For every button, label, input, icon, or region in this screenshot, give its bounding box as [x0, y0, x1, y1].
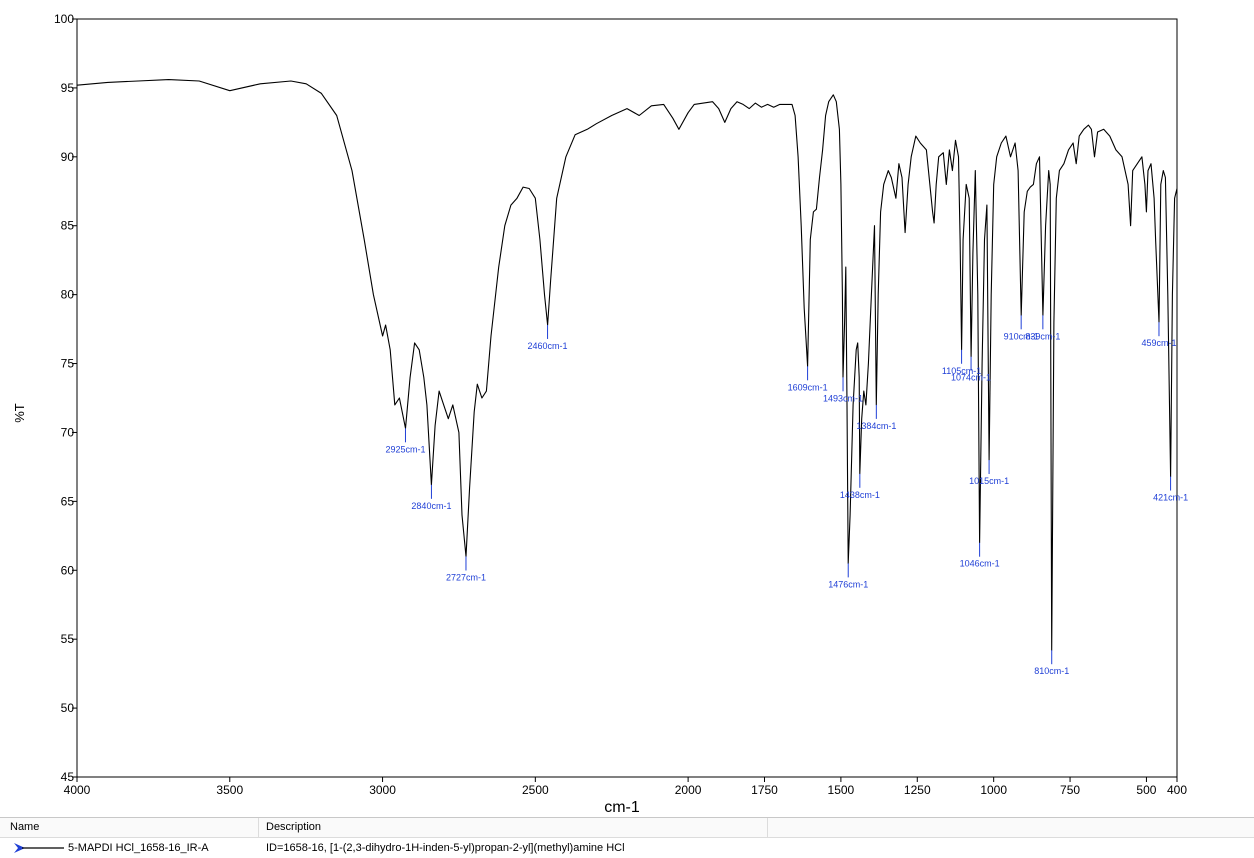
x-tick-label: 400	[1167, 783, 1187, 797]
peak-label: 1046cm-1	[960, 559, 1000, 569]
x-tick-label: 3000	[369, 783, 396, 797]
peak-label: 2460cm-1	[528, 341, 568, 351]
y-tick-label: 55	[61, 632, 75, 646]
peak-label: 2925cm-1	[385, 444, 425, 454]
spectra-table-row[interactable]: 5-MAPDI HCl_1658-16_IR-A ID=1658-16, [1-…	[0, 838, 1254, 858]
x-axis-title: cm-1	[604, 799, 640, 816]
y-tick-label: 70	[61, 425, 75, 439]
peak-label: 910cm-1	[1004, 331, 1039, 341]
x-tick-label: 1000	[980, 783, 1007, 797]
peak-label: 2840cm-1	[411, 501, 451, 511]
series-name: 5-MAPDI HCl_1658-16_IR-A	[68, 842, 209, 854]
peak-label: 1476cm-1	[828, 579, 868, 589]
peak-annotations: 2925cm-1 2840cm-1 2727cm-1 2460cm-1 1609cm-1…	[385, 315, 1188, 676]
peak-label: 1105cm-1	[942, 366, 981, 376]
peak-label: 2727cm-1	[446, 572, 486, 582]
peak-label: 1609cm-1	[788, 382, 828, 392]
y-tick-label: 85	[61, 219, 75, 233]
column-divider[interactable]	[258, 818, 259, 837]
x-tick-label: 1250	[904, 783, 931, 797]
peak-label: 421cm-1	[1153, 493, 1188, 503]
peak-label: 1438cm-1	[840, 490, 880, 500]
spectra-table: Name Description 5-MAPDI HCl_1658-16_IR-…	[0, 817, 1254, 858]
peak-label: 1074cm-1	[951, 373, 991, 383]
y-axis-title: %T	[12, 403, 27, 423]
name-column-header[interactable]: Name	[10, 821, 40, 833]
chart-ticks: 4000 3500 3000 2500 2000 1750 1500 1250 1000 750 5…	[54, 12, 1187, 797]
peak-label: 1015cm-1	[969, 476, 1009, 486]
x-tick-label: 4000	[64, 783, 91, 797]
chart-axes	[76, 18, 1178, 778]
description-column-header[interactable]: Description	[266, 821, 322, 833]
x-tick-label: 2500	[522, 783, 549, 797]
peak-label: 810cm-1	[1034, 666, 1069, 676]
y-tick-label: 65	[61, 494, 75, 508]
x-tick-label: 1500	[828, 783, 855, 797]
x-tick-label: 750	[1060, 783, 1080, 797]
x-tick-label: 3500	[216, 783, 243, 797]
x-tick-label: 500	[1136, 783, 1156, 797]
series-description: ID=1658-16, [1-(2,3-dihydro-1H-inden-5-y…	[266, 842, 625, 854]
y-tick-label: 80	[61, 288, 75, 302]
ir-spectrum-chart: 4000 3500 3000 2500 2000 1750 1500 1250 1000 750 5…	[12, 12, 1188, 816]
series-marker-icon	[14, 843, 64, 853]
column-divider[interactable]	[767, 818, 768, 837]
x-tick-label: 2000	[675, 783, 702, 797]
y-tick-label: 50	[61, 701, 75, 715]
y-tick-label: 60	[61, 563, 75, 577]
x-tick-label: 1750	[751, 783, 778, 797]
y-tick-label: 95	[61, 81, 75, 95]
y-tick-label: 75	[61, 357, 75, 371]
spectra-table-header: Name Description	[0, 818, 1254, 838]
plot-frame	[76, 18, 1178, 778]
y-tick-label: 100	[54, 12, 74, 26]
peak-label: 839cm-1	[1025, 331, 1060, 341]
peak-label: 459cm-1	[1141, 338, 1176, 348]
peak-label: 1384cm-1	[856, 421, 896, 431]
peak-label: 1493cm-1	[823, 393, 863, 403]
spectrum-line	[76, 79, 1178, 651]
y-tick-label: 90	[61, 150, 75, 164]
y-tick-label: 45	[61, 770, 75, 784]
spectrum-series	[76, 79, 1178, 651]
